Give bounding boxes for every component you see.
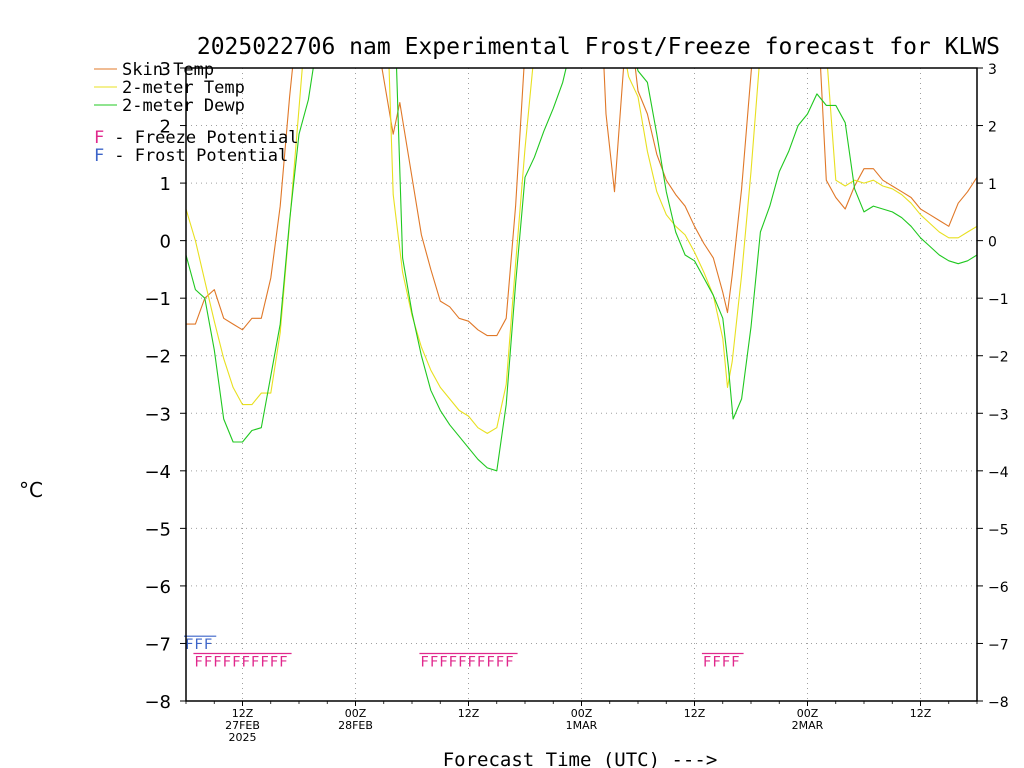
y-axis-label: °C bbox=[19, 478, 43, 502]
legend: Skin Temp 2-meter Temp 2-meter Dewp F - … bbox=[94, 60, 298, 166]
plot-frame bbox=[185, 67, 978, 702]
y-tick-label-left: −6 bbox=[144, 577, 171, 598]
x-tick-label: 12Z bbox=[684, 707, 706, 720]
freeze-potential-marker: F bbox=[505, 654, 513, 670]
freeze-potential-marker: F bbox=[722, 654, 730, 670]
legend-freeze-label: - Freeze Potential bbox=[104, 128, 298, 148]
y-tick-label-right: −6 bbox=[988, 580, 1009, 596]
x-axis-label: Forecast Time (UTC) ---> bbox=[443, 749, 718, 768]
x-tick-label: 1MAR bbox=[566, 719, 598, 732]
y-tick-label-left: 1 bbox=[160, 174, 171, 195]
y-tick-label-right: −1 bbox=[988, 292, 1009, 308]
x-tick-label: 27FEB bbox=[225, 719, 260, 732]
x-tick-label: 2MAR bbox=[792, 719, 824, 732]
frost-potential-marker: F bbox=[185, 637, 193, 653]
frost-potential-marker: F bbox=[194, 637, 202, 653]
freeze-potential-marker: F bbox=[204, 654, 212, 670]
y-tick-label-left: −8 bbox=[144, 692, 171, 713]
legend-frost-symbol: F bbox=[94, 146, 104, 166]
y-tick-label-left: −3 bbox=[144, 404, 171, 425]
frost-potential-marker: F bbox=[204, 637, 212, 653]
x-tick-label: 12Z bbox=[232, 707, 254, 720]
y-tick-label-left: −5 bbox=[144, 519, 171, 540]
axis-ticks: 3 3 2 2 1 1 0 0 −1 −1 −2 −2 −3 −3 −4 −4 −5 −5 −6 −6 −7 −7 −8 −8… bbox=[144, 59, 1008, 744]
freeze-potential-marker: F bbox=[420, 654, 428, 670]
y-tick-label-right: 3 bbox=[988, 62, 997, 78]
y-tick-label-left: 0 bbox=[160, 232, 171, 253]
y-tick-label-right: −7 bbox=[988, 637, 1009, 653]
x-tick-label: 00Z bbox=[797, 707, 819, 720]
y-tick-label-left: 3 bbox=[160, 59, 171, 80]
legend-freeze-symbol: F bbox=[94, 128, 104, 148]
freeze-potential-marker: F bbox=[223, 654, 231, 670]
freeze-potential-marker: F bbox=[270, 654, 278, 670]
y-tick-label-right: −2 bbox=[988, 350, 1009, 366]
freeze-potential-marker: F bbox=[279, 654, 287, 670]
freeze-potential-marker: F bbox=[251, 654, 259, 670]
y-tick-label-left: 2 bbox=[160, 117, 171, 138]
legend-frost-label: - Frost Potential bbox=[104, 146, 288, 166]
freeze-potential-marker: F bbox=[486, 654, 494, 670]
legend-label-skin-temp: Skin Temp bbox=[122, 60, 214, 80]
x-tick-label: 12Z bbox=[458, 707, 480, 720]
freeze-potential-marker: F bbox=[449, 654, 457, 670]
freeze-potential-marker: F bbox=[468, 654, 476, 670]
freeze-potential-marker: F bbox=[232, 654, 240, 670]
freeze-potential-marker: F bbox=[439, 654, 447, 670]
y-tick-label-left: −2 bbox=[144, 347, 171, 368]
series-line-skin-temp bbox=[186, 68, 977, 337]
series-lines bbox=[186, 68, 977, 472]
series-line-2-meter-dewp bbox=[186, 68, 977, 472]
y-tick-label-right: 0 bbox=[988, 235, 997, 251]
potential-indicators: F F FF F F F F F F F F F F F F F F F F F F F F F F F bbox=[184, 635, 744, 670]
y-tick-label-right: −4 bbox=[988, 465, 1009, 481]
freeze-potential-marker: F bbox=[731, 654, 739, 670]
x-tick-label: 28FEB bbox=[338, 719, 373, 732]
y-tick-label-right: −5 bbox=[988, 522, 1009, 538]
y-tick-label-left: −4 bbox=[144, 462, 171, 483]
y-tick-label-right: 2 bbox=[988, 120, 997, 136]
freeze-potential-marker: F bbox=[242, 654, 250, 670]
freeze-potential-marker: F bbox=[194, 654, 202, 670]
series-line-2-meter-temp bbox=[186, 68, 977, 434]
freeze-potential-marker: F bbox=[477, 654, 485, 670]
x-tick-label: 00Z bbox=[571, 707, 593, 720]
x-tick-label: 12Z bbox=[910, 707, 932, 720]
y-tick-label-left: −7 bbox=[144, 634, 171, 655]
chart-title: 2025022706 nam Experimental Frost/Freeze… bbox=[197, 34, 1000, 60]
freeze-potential-marker: F bbox=[712, 654, 720, 670]
freeze-potential-marker: F bbox=[260, 654, 268, 670]
freeze-potential-marker: F bbox=[430, 654, 438, 670]
grid bbox=[186, 68, 977, 701]
freeze-potential-marker: F bbox=[703, 654, 711, 670]
y-tick-label-right: 1 bbox=[988, 177, 997, 193]
freeze-potential-marker: F bbox=[213, 654, 221, 670]
freeze-potential-marker: F bbox=[496, 654, 504, 670]
y-tick-label-right: −3 bbox=[988, 407, 1009, 423]
x-tick-label: 2025 bbox=[229, 731, 257, 744]
freeze-potential-marker: F bbox=[458, 654, 466, 670]
y-tick-label-left: −1 bbox=[144, 289, 171, 310]
legend-label-2m-temp: 2-meter Temp bbox=[122, 78, 245, 98]
legend-label-2m-dewp: 2-meter Dewp bbox=[122, 96, 245, 116]
x-tick-label: 00Z bbox=[345, 707, 367, 720]
y-tick-label-right: −8 bbox=[988, 695, 1009, 711]
